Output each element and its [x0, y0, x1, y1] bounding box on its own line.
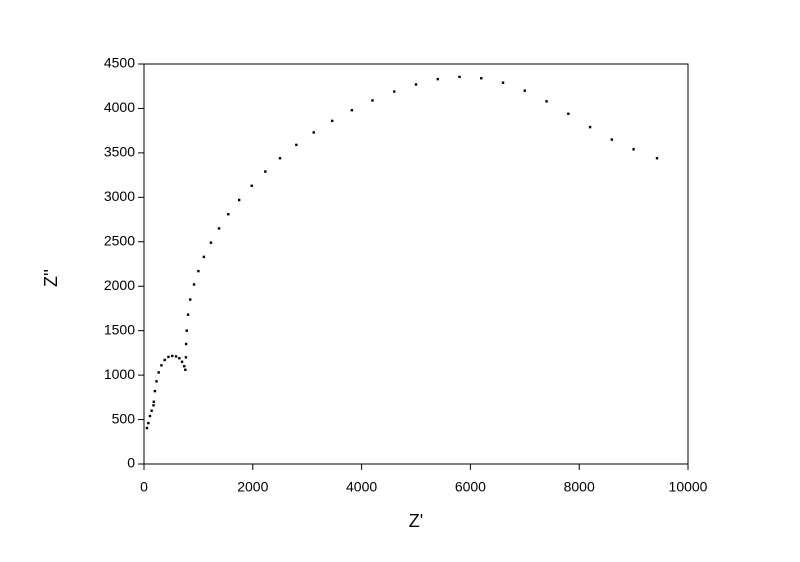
point — [157, 371, 160, 374]
point — [523, 89, 526, 92]
point — [264, 170, 267, 173]
point — [295, 143, 298, 147]
point — [183, 365, 186, 368]
point — [186, 313, 190, 316]
point — [567, 112, 570, 115]
point — [238, 198, 241, 202]
point — [167, 355, 170, 359]
point — [436, 77, 439, 81]
point — [152, 404, 155, 407]
point — [153, 389, 157, 393]
point — [189, 298, 192, 301]
y-tick-label: 2500 — [104, 232, 135, 248]
y-tick-label: 500 — [112, 410, 136, 426]
point — [147, 421, 150, 425]
point — [171, 354, 174, 358]
point — [148, 414, 152, 418]
point — [393, 90, 396, 93]
point — [192, 283, 196, 286]
point — [545, 100, 548, 103]
point — [610, 138, 614, 141]
point — [202, 255, 206, 259]
point — [414, 83, 418, 86]
point — [278, 157, 282, 160]
x-tick-label: 6000 — [455, 479, 486, 495]
point — [209, 241, 213, 244]
y-tick-label: 3000 — [104, 188, 135, 204]
point — [371, 99, 374, 102]
point — [227, 213, 230, 216]
point — [588, 125, 592, 129]
point — [250, 184, 253, 187]
point — [184, 356, 188, 359]
y-tick-label: 1000 — [104, 366, 135, 382]
point — [178, 357, 181, 360]
y-tick-label: 4000 — [104, 99, 135, 115]
x-tick-label: 4000 — [346, 479, 377, 495]
y-tick-label: 3500 — [104, 144, 135, 160]
point — [145, 426, 149, 430]
x-tick-label: 0 — [140, 479, 148, 495]
point — [163, 358, 166, 362]
point — [217, 227, 221, 230]
y-tick-label: 2000 — [104, 277, 135, 293]
point — [184, 368, 187, 371]
y-axis-title: Z'' — [41, 269, 61, 287]
point — [185, 329, 188, 332]
point — [458, 75, 461, 79]
x-axis-title: Z' — [409, 511, 423, 531]
point — [197, 269, 200, 273]
point — [655, 157, 659, 160]
point — [174, 355, 178, 358]
y-tick-label: 1500 — [104, 321, 135, 337]
point — [350, 109, 354, 112]
point — [331, 119, 334, 123]
point — [180, 360, 184, 363]
point — [155, 380, 158, 383]
point — [312, 131, 315, 134]
plot-frame — [143, 63, 689, 465]
point — [152, 400, 155, 403]
y-tick-label: 0 — [127, 455, 135, 471]
point — [150, 409, 153, 412]
x-tick-label: 2000 — [237, 479, 268, 495]
x-tick-label: 8000 — [564, 479, 595, 495]
point — [632, 148, 635, 151]
x-tick-label: 10000 — [669, 479, 708, 495]
y-tick-label: 4500 — [104, 55, 135, 71]
point — [501, 81, 505, 84]
point — [480, 77, 483, 80]
point — [160, 364, 163, 367]
point — [184, 342, 188, 346]
